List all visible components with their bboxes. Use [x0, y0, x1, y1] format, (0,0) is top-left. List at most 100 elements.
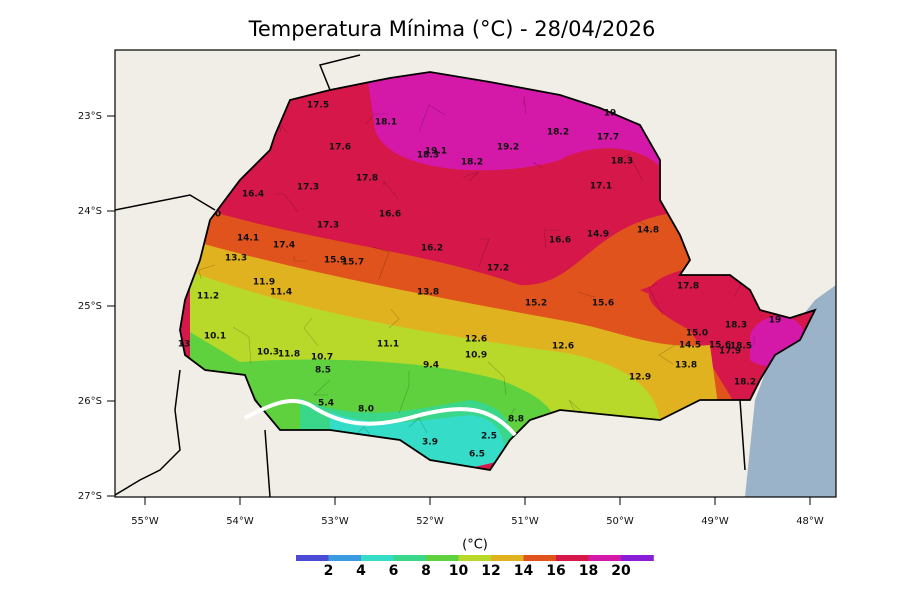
lon-label: 53°W — [321, 516, 349, 527]
station-value: 18.2 — [461, 158, 483, 168]
municipal-line — [372, 246, 390, 280]
colorbar-segment — [491, 555, 524, 561]
colorbar-tick: 8 — [421, 563, 431, 579]
station-value: 18.2 — [734, 378, 756, 388]
station-value: 18.3 — [417, 151, 439, 161]
colorbar-label: (°C) — [462, 538, 488, 553]
station-value: 17.7 — [597, 133, 619, 143]
station-value: 11.2 — [197, 292, 219, 302]
lat-label: 27°S — [78, 491, 102, 502]
colorbar-tick: 12 — [481, 563, 500, 579]
station-value: 19 — [769, 316, 782, 326]
station-value: 15.6 — [592, 299, 614, 309]
station-value: 18.1 — [375, 118, 397, 128]
station-value: 17.3 — [317, 221, 339, 231]
colorbar-segment — [621, 555, 654, 561]
station-value: 19.1 — [425, 147, 447, 157]
station-value: 8.5 — [315, 366, 331, 376]
station-value: 2.5 — [481, 432, 497, 442]
municipal-line — [293, 256, 308, 262]
station-value: 11.4 — [270, 288, 292, 298]
colorbar-segment — [556, 555, 589, 561]
station-value: 17.1 — [590, 182, 612, 192]
municipal-line — [532, 162, 543, 169]
sea-layer — [115, 54, 836, 497]
lat-label: 24°S — [78, 206, 102, 217]
station-value: 17.5 — [307, 101, 329, 111]
station-value: 9.4 — [423, 361, 439, 371]
colorbar-tick: 18 — [579, 563, 598, 579]
municipal-line — [276, 193, 299, 213]
colorbar-tick: 10 — [449, 563, 469, 579]
lon-label: 55°W — [131, 516, 159, 527]
colorbar-tick: 2 — [324, 563, 334, 579]
station-value: 15.9 — [324, 256, 346, 266]
lon-label: 52°W — [416, 516, 444, 527]
station-value: 12.6 — [552, 342, 574, 352]
municipal-line — [543, 229, 560, 249]
station-value: 18.3 — [611, 157, 633, 167]
station-value: 15.0 — [686, 329, 708, 339]
station-value: 11.1 — [377, 340, 399, 350]
station-value: 15.7 — [342, 258, 364, 268]
colorbar-tick: 16 — [546, 563, 565, 579]
station-value: 14.8 — [637, 226, 659, 236]
colorbar-segment — [296, 555, 329, 561]
station-value: 12.6 — [465, 335, 487, 345]
station-value: 17.6 — [329, 143, 351, 153]
station-value: 14.5 — [679, 341, 701, 351]
colorbar-segment — [588, 555, 622, 561]
municipal-line — [744, 336, 755, 347]
station-value: 16.2 — [421, 244, 443, 254]
station-value: 10.3 — [257, 348, 279, 358]
station-value: 10.9 — [465, 351, 487, 361]
station-value: 17.8 — [677, 282, 699, 292]
station-value: 12.9 — [629, 373, 651, 383]
municipal-line — [577, 291, 596, 298]
station-value: 11.9 — [253, 278, 275, 288]
colorbar-tick: 6 — [389, 563, 399, 579]
lon-label: 49°W — [701, 516, 729, 527]
station-value: 13.8 — [675, 361, 697, 371]
colorbar-segment — [361, 555, 394, 561]
lon-label: 51°W — [511, 516, 539, 527]
colorbar-segment — [328, 555, 362, 561]
station-value: 10.1 — [204, 332, 226, 342]
sea — [745, 285, 836, 497]
station-value: 0 — [215, 210, 221, 220]
colorbar-segment — [393, 555, 427, 561]
municipal-line — [638, 220, 654, 231]
station-value: 18.5 — [730, 342, 752, 352]
station-value: 15.6 — [709, 341, 731, 351]
station-value: 19.2 — [497, 143, 519, 153]
lat-label: 23°S — [78, 111, 102, 122]
station-value: 3.9 — [422, 438, 438, 448]
municipal-line — [478, 238, 490, 267]
station-value: 17.9 — [719, 347, 741, 357]
municipal-line — [398, 371, 410, 414]
station-value: 13 — [178, 340, 191, 350]
municipal-line — [232, 326, 252, 365]
station-value: 17.3 — [297, 183, 319, 193]
station-value: 8.8 — [508, 415, 524, 425]
lat-label: 25°S — [78, 301, 102, 312]
municipal-line — [658, 344, 676, 365]
municipal-line — [383, 180, 399, 200]
station-value: 8.0 — [358, 405, 374, 415]
station-value: 10.7 — [311, 353, 333, 363]
colorbar-tick: 20 — [611, 563, 631, 579]
lat-label: 26°S — [78, 396, 102, 407]
colorbar-tick: 4 — [356, 563, 366, 579]
municipal-line — [313, 379, 331, 396]
municipal-line — [648, 282, 664, 316]
station-value: 6.5 — [469, 450, 485, 460]
station-value: 17.4 — [273, 241, 295, 251]
station-value: 14.1 — [237, 234, 259, 244]
highlight-curve — [244, 399, 517, 437]
map-title: Temperatura Mínima (°C) - 28/04/2026 — [248, 17, 656, 41]
station-value: 19 — [604, 109, 617, 119]
municipal-line — [303, 317, 319, 347]
lon-label: 54°W — [226, 516, 254, 527]
station-value: 16.6 — [379, 210, 401, 220]
station-value: 13.3 — [225, 254, 247, 264]
